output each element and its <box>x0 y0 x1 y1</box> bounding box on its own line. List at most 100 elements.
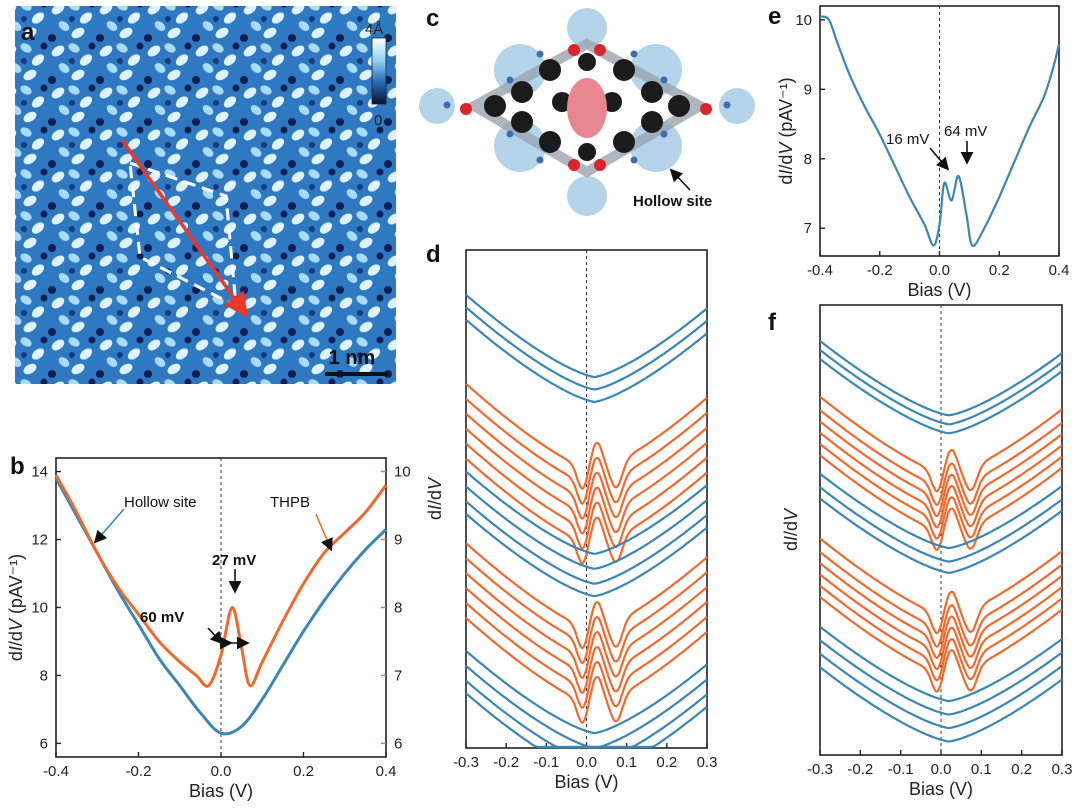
scale-bar-label: 1 nm <box>329 347 376 369</box>
stm-image <box>15 6 396 384</box>
chart-d-series-thpb <box>465 412 708 520</box>
chart-f-series-thpb <box>819 573 1063 671</box>
chart-f-series-thpb <box>819 420 1063 518</box>
chart-f-series-hollow <box>819 639 1063 716</box>
chart-e: -0.4 -0.2 0.0 0.2 0.4 Bias (V) 7 8 9 10 dI/dV (pAV… <box>776 5 1070 300</box>
chart-d-series-thpb <box>465 557 708 664</box>
chart-f-series-thpb <box>819 395 1063 493</box>
chart-b-xtick-label: 0.0 <box>211 763 232 780</box>
chart-f-series-thpb <box>819 409 1063 506</box>
chart-b-gap-label: 60 mV <box>140 609 184 626</box>
colorbar-max-label: 4Å <box>365 21 383 38</box>
chart-d-series-hollow <box>465 293 708 379</box>
chart-e-series <box>819 15 1061 247</box>
chart-b-series-thpb <box>54 474 388 688</box>
chart-e-peak2-label: 64 mV <box>944 123 987 140</box>
chart-e-xtick-label: 0.2 <box>989 262 1010 279</box>
chart-f-series-hollow <box>819 625 1063 703</box>
chart-d-series-thpb <box>465 542 708 650</box>
chart-d-series-thpb <box>465 427 708 535</box>
chart-f-xtick-label: 0.1 <box>971 761 992 778</box>
panel-letter-b: b <box>10 453 25 480</box>
chart-d-xtick-label: 0.1 <box>616 754 637 771</box>
chart-b-xtick-label: -0.4 <box>43 763 69 780</box>
molecule-network <box>443 38 731 178</box>
panel-a: a 4Å 0 1 nm <box>15 6 396 384</box>
chart-e-peak1-label: 16 mV <box>886 131 929 148</box>
chart-e-ylabel: dI/dV (pAV⁻¹) <box>776 77 796 184</box>
chart-f-series-hollow <box>819 349 1063 426</box>
chart-b-y2tick-label: 6 <box>394 735 402 752</box>
chart-d-xlabel: Bias (V) <box>554 772 618 792</box>
chart-f-series-hollow <box>819 497 1063 574</box>
chart-f-xtick-label: -0.3 <box>807 761 833 778</box>
chart-d-series-thpb <box>465 572 708 679</box>
chart-b-ytick-label: 6 <box>40 735 48 752</box>
chart-b-y2tick-label: 8 <box>394 600 402 617</box>
panel-letter-a: a <box>21 19 35 46</box>
central-pore <box>567 78 607 138</box>
chart-f-series-thpb <box>819 596 1063 693</box>
chart-b-legend-thpb-arrow <box>315 513 333 552</box>
chart-d-xtick-label: 0.3 <box>697 754 718 771</box>
chart-b-ylabel: dI/dV (pAV⁻¹) <box>6 554 26 661</box>
chart-f-xtick-label: -0.2 <box>847 761 873 778</box>
chart-e-xtick-label: 0.4 <box>1049 262 1070 279</box>
chart-d-xtick-label: -0.3 <box>453 754 479 771</box>
chart-f-xtick-label: 0.0 <box>931 761 952 778</box>
chart-e-peak1-arrow <box>929 147 950 171</box>
line-profile-arrow <box>120 138 249 318</box>
chart-d-xtick-label: 0.0 <box>576 754 597 771</box>
chart-d-series-hollow <box>465 485 708 570</box>
chart-b-y2tick-label: 9 <box>394 532 402 549</box>
chart-b-series-hollow <box>54 477 388 736</box>
chart-d-xtick-label: -0.1 <box>533 754 559 771</box>
chart-f-series-thpb <box>819 551 1063 648</box>
chart-e-ytick-label: 8 <box>804 151 812 168</box>
chart-f-series-thpb <box>819 431 1063 529</box>
colorbar <box>371 37 387 105</box>
chart-d-series-thpb <box>465 587 708 694</box>
chart-d: -0.3 -0.2 -0.1 0.0 0.1 0.2 0.3 Bias (V) dI/dV <box>425 249 718 792</box>
chart-f-series-thpb <box>819 562 1063 659</box>
chart-e-ytick-label: 9 <box>804 81 812 98</box>
chart-b-ytick-label: 12 <box>31 532 48 549</box>
chart-d-series-thpb <box>465 383 708 490</box>
chart-f-xlabel: Bias (V) <box>909 779 973 799</box>
chart-b-xlabel: Bias (V) <box>189 781 253 801</box>
chart-f-series-thpb <box>819 584 1063 682</box>
chart-d-series-hollow <box>465 650 708 735</box>
chart-f-xtick-label: 0.3 <box>1052 761 1073 778</box>
chart-f-series-thpb <box>819 537 1063 635</box>
chart-d-series-thpb <box>465 602 708 709</box>
panel-letter-d: d <box>426 241 441 268</box>
chart-f-xtick-label: 0.2 <box>1011 761 1032 778</box>
chart-d-series-hollow <box>465 470 708 555</box>
chart-e-xtick-label: -0.4 <box>807 262 833 279</box>
chart-f: -0.3 -0.2 -0.1 0.0 0.1 0.2 0.3 Bias (V) dI/dV <box>781 304 1073 799</box>
chart-d-series-hollow <box>465 500 708 585</box>
chart-d-series-hollow <box>465 513 708 598</box>
chart-f-series-hollow <box>819 340 1063 417</box>
chart-d-ylabel: dI/dV <box>425 476 445 520</box>
chart-f-series-hollow <box>819 486 1063 563</box>
chart-b-xtick-label: 0.2 <box>293 763 314 780</box>
chart-d-series-thpb <box>465 397 708 505</box>
chart-d-xtick-label: -0.2 <box>493 754 519 771</box>
chart-e-xtick-label: -0.2 <box>867 262 893 279</box>
panel-letter-e: e <box>768 3 781 30</box>
chart-e-ytick-label: 7 <box>804 220 812 237</box>
chart-f-series-thpb <box>819 454 1063 551</box>
chart-f-series-hollow <box>819 652 1063 730</box>
chart-b-ytick-label: 10 <box>31 600 48 617</box>
panel-letter-c: c <box>426 5 439 32</box>
chart-f-series-thpb <box>819 443 1063 540</box>
chart-b-legend-hollow: Hollow site <box>124 494 197 511</box>
chart-b: -0.4 -0.2 0.0 0.2 0.4 Bias (V) 6 8 10 12 14 6 7 8 9 10 d… <box>6 457 411 801</box>
chart-d-series-hollow <box>465 692 708 749</box>
chart-d-series-thpb <box>465 442 708 550</box>
chart-b-y2tick-label: 10 <box>394 464 411 481</box>
hollow-site-arrow <box>669 168 691 191</box>
chart-b-peak-label: 27 mV <box>212 552 256 569</box>
